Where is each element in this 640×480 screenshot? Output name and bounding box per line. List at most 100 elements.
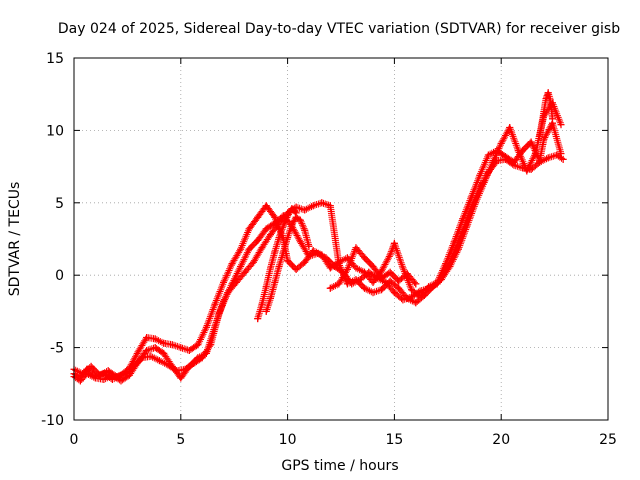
data-point [399, 296, 407, 304]
data-point [160, 349, 168, 357]
data-point [207, 341, 215, 349]
data-point [546, 96, 554, 104]
data-point [271, 248, 279, 256]
data-point [446, 263, 454, 271]
data-point [523, 167, 531, 175]
data-point [314, 249, 322, 257]
data-point [181, 365, 189, 373]
y-tick-label: 5 [55, 196, 64, 212]
data-point [254, 213, 262, 221]
data-point [343, 280, 351, 288]
data-point [309, 247, 317, 255]
data-point [177, 344, 185, 352]
data-point [241, 268, 249, 276]
data-point [288, 221, 296, 229]
data-point [450, 238, 458, 246]
data-point [224, 289, 232, 297]
data-point [369, 289, 377, 297]
data-point [386, 268, 394, 276]
data-point [326, 284, 334, 292]
data-point [369, 263, 377, 271]
data-point [237, 245, 245, 253]
data-point [194, 341, 202, 349]
data-point [87, 362, 95, 370]
data-point [220, 278, 228, 286]
data-point [331, 263, 339, 271]
data-point [352, 244, 360, 252]
data-point [288, 205, 296, 213]
data-point [96, 371, 104, 379]
data-point [143, 333, 151, 341]
data-point [403, 270, 411, 278]
data-point [292, 265, 300, 273]
data-point [369, 278, 377, 286]
data-point [335, 280, 343, 288]
data-point [559, 155, 567, 163]
data-point [403, 294, 411, 302]
x-tick-label: 0 [70, 432, 79, 448]
data-point [284, 257, 292, 265]
data-point [390, 239, 398, 247]
data-point [292, 213, 300, 221]
data-point [326, 202, 334, 210]
x-tick-label: 5 [176, 432, 185, 448]
data-point [267, 264, 275, 272]
data-point [343, 254, 351, 262]
data-point [245, 225, 253, 233]
data-point [480, 179, 488, 187]
data-point [91, 374, 99, 382]
data-point [501, 155, 509, 163]
data-point [527, 138, 535, 146]
x-tick-label: 15 [385, 432, 403, 448]
data-point [271, 278, 279, 286]
data-point [254, 315, 262, 323]
data-point [177, 374, 185, 382]
data-point [211, 300, 219, 308]
data-point [173, 367, 181, 375]
data-point [540, 108, 548, 116]
data-point [134, 348, 142, 356]
data-point [279, 222, 287, 230]
data-point [254, 236, 262, 244]
data-point [113, 373, 121, 381]
data-point [305, 252, 313, 260]
data-point [104, 367, 112, 375]
data-point [412, 299, 420, 307]
data-point [360, 284, 368, 292]
data-point [416, 287, 424, 295]
data-point [301, 258, 309, 266]
data-point [117, 377, 125, 385]
data-layer [70, 89, 567, 385]
data-point [343, 265, 351, 273]
data-point [249, 258, 257, 266]
data-point [399, 264, 407, 272]
y-tick-label: 10 [46, 123, 64, 139]
data-point [79, 370, 87, 378]
data-point [258, 300, 266, 308]
data-point [275, 263, 283, 271]
data-point [386, 251, 394, 259]
data-point [514, 147, 522, 155]
data-point [275, 234, 283, 242]
data-point [284, 212, 292, 220]
series-track-F [326, 244, 420, 292]
data-point [301, 226, 309, 234]
data-point [536, 132, 544, 140]
data-point [301, 206, 309, 214]
series-track-D [254, 205, 300, 323]
data-point [296, 216, 304, 224]
y-axis-label: SDTVAR / TECUs [7, 182, 23, 297]
data-point [352, 276, 360, 284]
y-tick-label: 0 [55, 268, 64, 284]
data-point [378, 274, 386, 282]
data-point [540, 135, 548, 143]
data-point [322, 254, 330, 262]
data-point [548, 115, 556, 123]
data-point [151, 344, 159, 352]
data-point [390, 289, 398, 297]
data-point [262, 307, 270, 315]
data-point [258, 244, 266, 252]
series-track-E [262, 213, 313, 315]
